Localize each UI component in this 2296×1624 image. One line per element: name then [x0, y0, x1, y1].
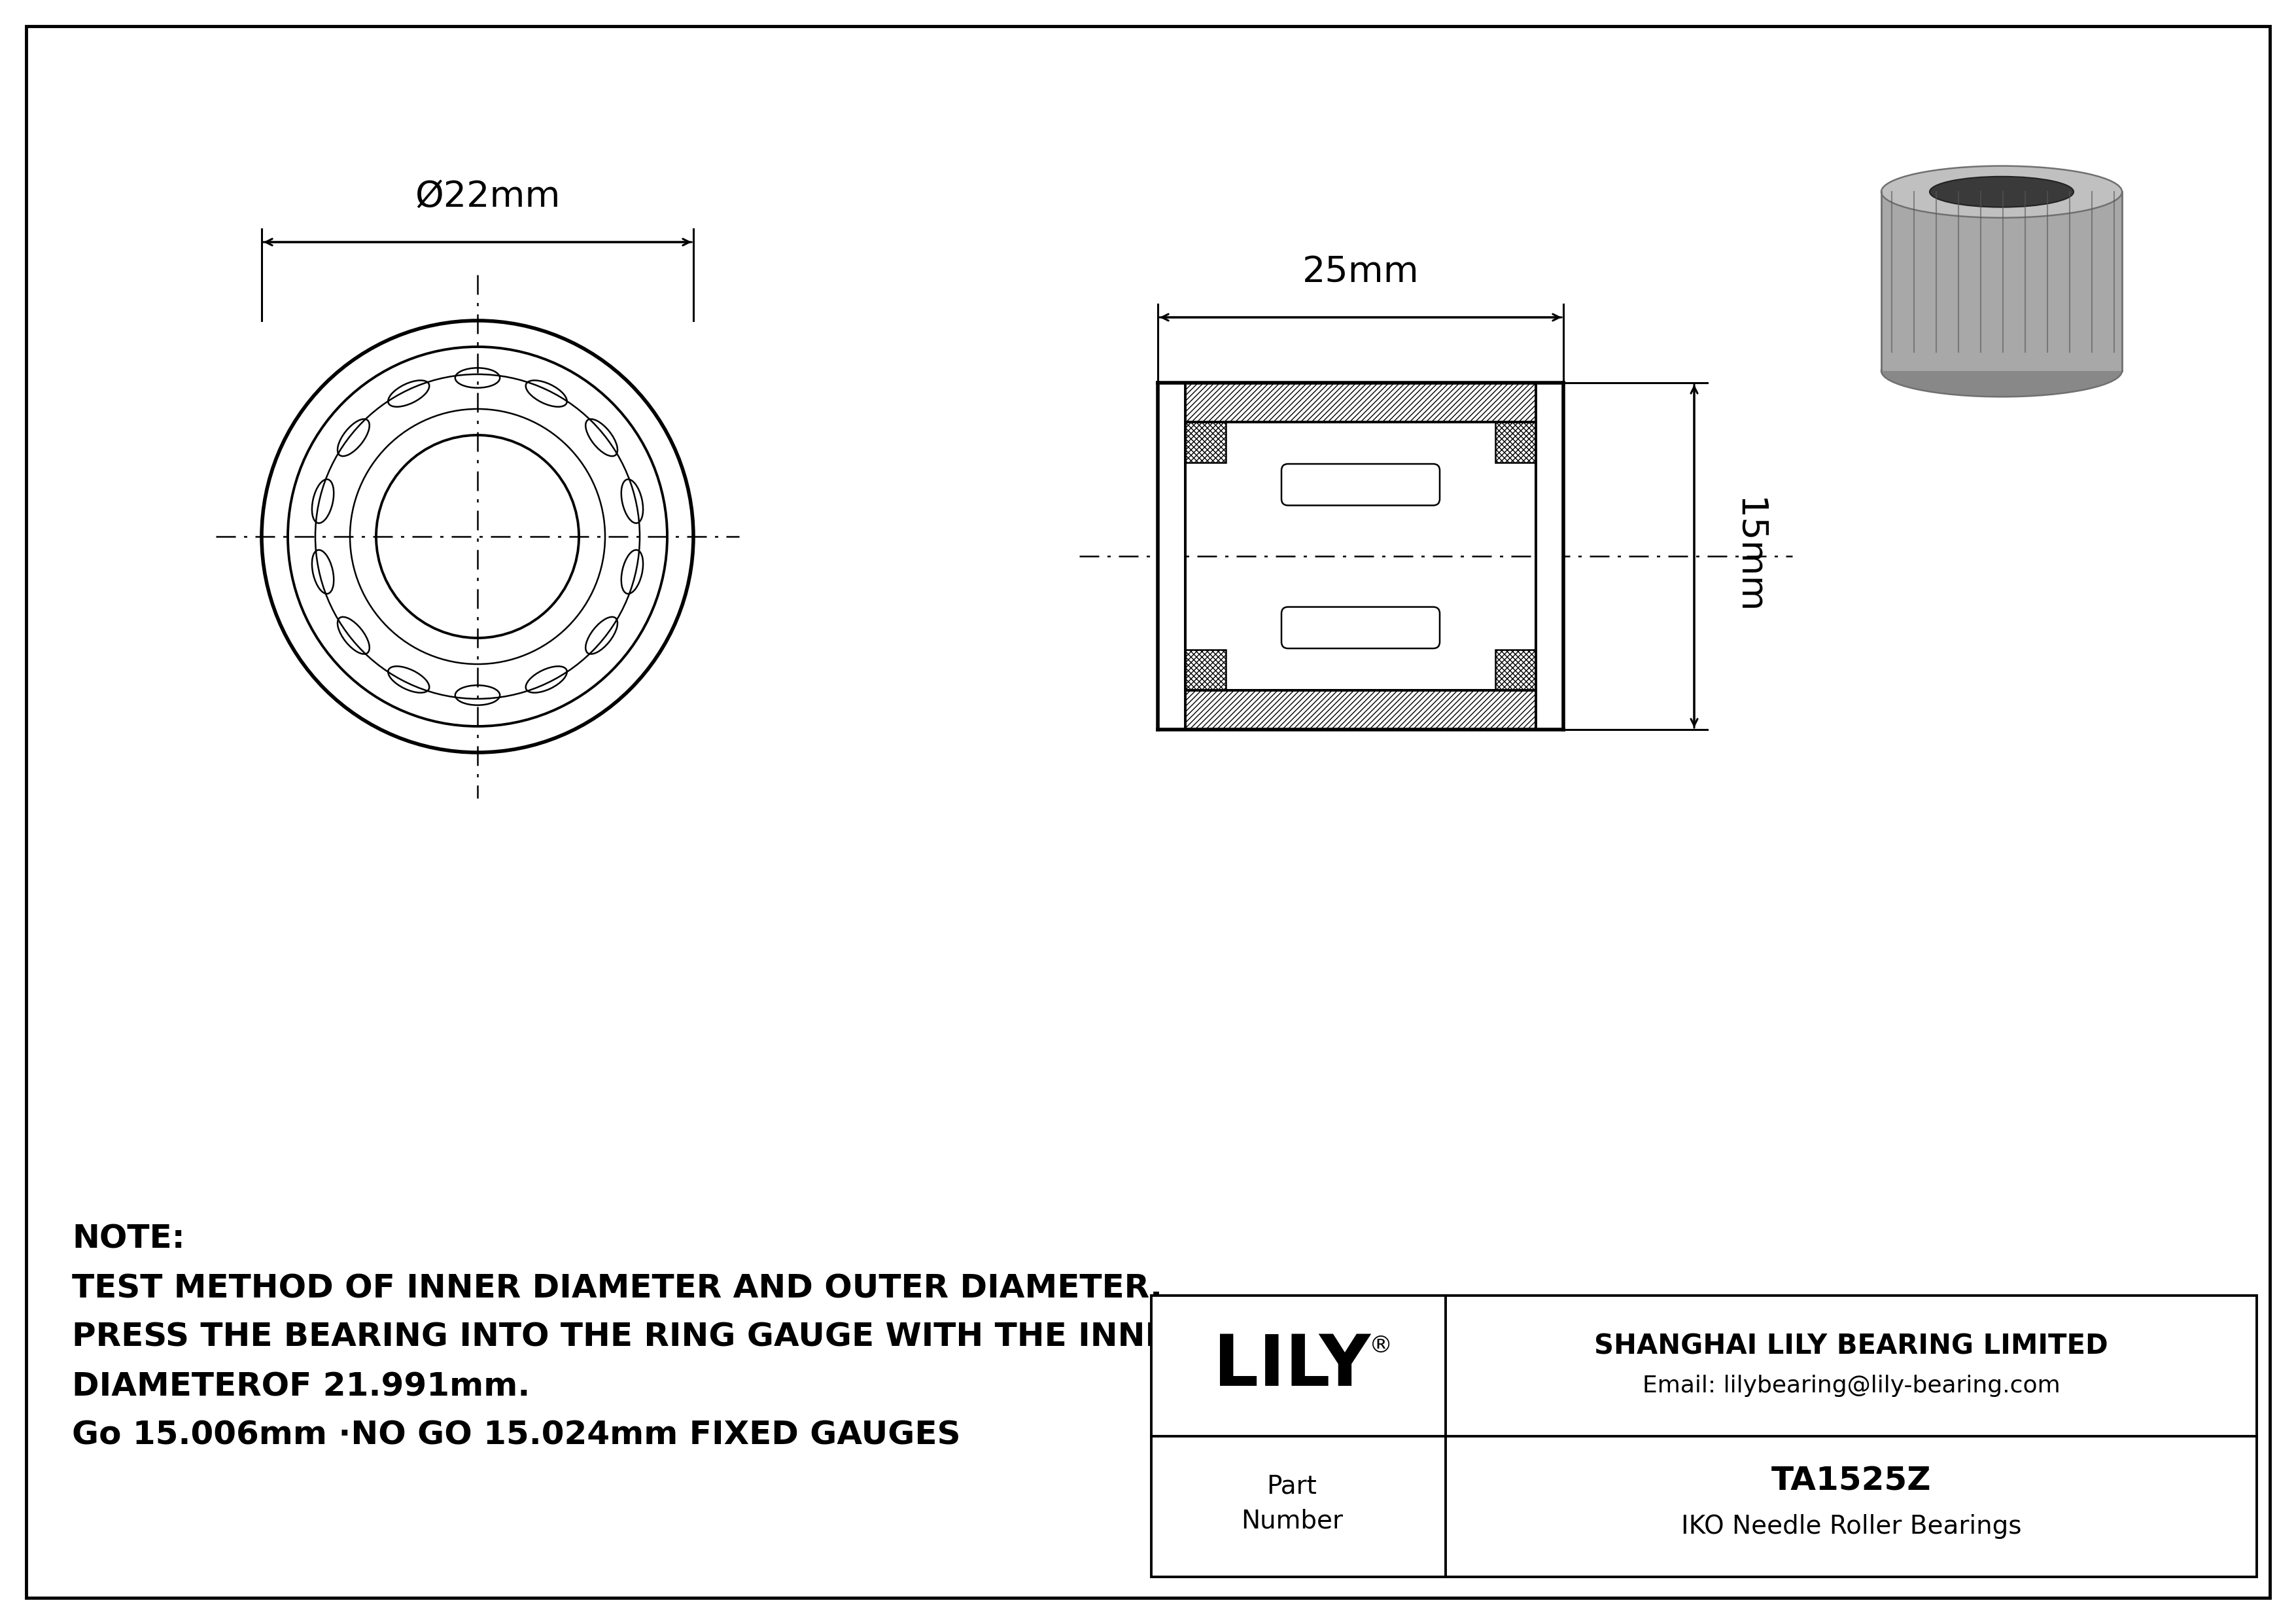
- Bar: [1185, 650, 1226, 690]
- Bar: [1495, 650, 1536, 690]
- Ellipse shape: [1929, 177, 2073, 208]
- Text: 15mm: 15mm: [1731, 497, 1766, 614]
- Bar: [1157, 383, 1185, 729]
- FancyBboxPatch shape: [1281, 607, 1440, 648]
- Text: ®: ®: [1368, 1335, 1394, 1358]
- Text: SHANGHAI LILY BEARING LIMITED: SHANGHAI LILY BEARING LIMITED: [1593, 1332, 2108, 1359]
- Bar: [1185, 422, 1536, 690]
- Text: DIAMETEROF 21.991mm.: DIAMETEROF 21.991mm.: [71, 1371, 530, 1402]
- Text: Ø22mm: Ø22mm: [416, 179, 560, 214]
- Text: PRESS THE BEARING INTO THE RING GAUGE WITH THE INNER: PRESS THE BEARING INTO THE RING GAUGE WI…: [71, 1322, 1192, 1353]
- Text: Part
Number: Part Number: [1240, 1475, 1343, 1533]
- FancyBboxPatch shape: [1281, 464, 1440, 505]
- Bar: [1157, 383, 1564, 422]
- Text: TA1525Z: TA1525Z: [1770, 1465, 1931, 1497]
- Bar: [1536, 383, 1564, 729]
- Bar: [1157, 690, 1564, 729]
- Bar: [1185, 422, 1226, 463]
- Text: Go 15.006mm ·NO GO 15.024mm FIXED GAUGES: Go 15.006mm ·NO GO 15.024mm FIXED GAUGES: [71, 1419, 960, 1452]
- Ellipse shape: [1880, 166, 2122, 218]
- Text: 25mm: 25mm: [1302, 255, 1419, 289]
- Bar: [1150, 1296, 2257, 1577]
- Text: TEST METHOD OF INNER DIAMETER AND OUTER DIAMETER.: TEST METHOD OF INNER DIAMETER AND OUTER …: [71, 1273, 1162, 1304]
- Ellipse shape: [1880, 344, 2122, 396]
- Text: Email: lilybearing@lily-bearing.com: Email: lilybearing@lily-bearing.com: [1642, 1374, 2060, 1397]
- Bar: [1495, 422, 1536, 463]
- Text: LILY: LILY: [1212, 1332, 1371, 1400]
- Bar: [1880, 192, 2122, 370]
- Text: IKO Needle Roller Bearings: IKO Needle Roller Bearings: [1681, 1514, 2020, 1538]
- Text: NOTE:: NOTE:: [71, 1223, 186, 1255]
